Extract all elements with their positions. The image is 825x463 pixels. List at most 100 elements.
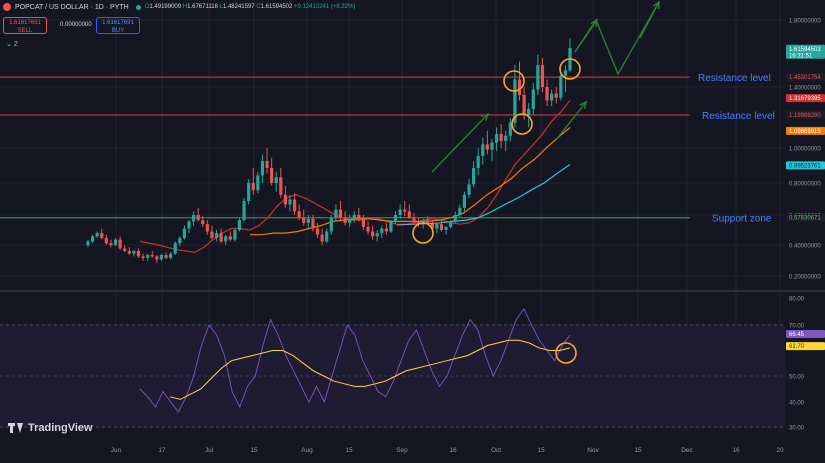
candle (100, 228, 104, 240)
sell-button[interactable]: 1.61617691 SELL (3, 17, 47, 34)
rsi-tag-label: 66.45 (789, 332, 805, 338)
price-tag-label: 0.89523761 (789, 163, 821, 169)
candle-body (504, 135, 508, 141)
candle (196, 207, 200, 222)
candle-body (283, 194, 287, 205)
tradingview-logo[interactable]: TradingView (8, 422, 93, 434)
candle (536, 54, 540, 95)
candle-body (219, 233, 223, 242)
price-tag-label: 1.31679395 (789, 96, 821, 102)
candle-body (214, 233, 219, 238)
resistance-1-label: Resistance level (698, 73, 771, 84)
candle-body (559, 75, 563, 98)
price-tag (786, 44, 825, 59)
candle (559, 72, 563, 101)
candle-body (494, 134, 499, 143)
candle-body (247, 183, 251, 202)
candle (136, 248, 141, 258)
price-tag (786, 126, 825, 135)
candle (187, 220, 191, 234)
ohlc-open: 1.49199009 (149, 4, 182, 10)
candle-body (270, 168, 274, 183)
candle (338, 201, 343, 221)
buy-label: BUY (111, 28, 125, 34)
candle (389, 220, 393, 234)
candle (251, 168, 255, 195)
candle-body (205, 224, 209, 232)
candle (127, 247, 131, 255)
time-tick-label: Nov (587, 447, 599, 454)
candle-body (348, 218, 352, 223)
candle-body (302, 217, 306, 223)
symbol-title[interactable]: POPCAT / US DOLLAR · 1D · PYTH (15, 3, 129, 11)
candle (527, 103, 531, 128)
candle-body (371, 231, 375, 237)
candle (274, 171, 278, 192)
candle-body (550, 93, 554, 101)
candle (494, 127, 499, 152)
candle-body (439, 224, 444, 230)
candle (210, 225, 214, 240)
time-tick-label: Sep (396, 447, 408, 454)
candle-body (352, 215, 356, 219)
time-tick-label: 16 (732, 447, 740, 454)
candle-body (150, 254, 154, 257)
candle (228, 231, 232, 242)
candle (306, 215, 310, 229)
candle-body (274, 177, 278, 183)
candle-body (100, 233, 104, 238)
candle (550, 89, 554, 107)
time-tick-label: Oct (491, 447, 501, 454)
candle (375, 229, 379, 242)
indicators-toggle[interactable]: ⌄ 2 (6, 40, 18, 48)
candle-body (306, 218, 310, 223)
resistance-2-label: Resistance level (702, 111, 775, 122)
rsi-tag-label: 61.70 (789, 344, 805, 350)
candle (499, 124, 503, 148)
candle-body (476, 156, 480, 169)
candle (141, 253, 145, 261)
candle-body (444, 227, 448, 230)
candle (517, 61, 522, 101)
candle-body (132, 250, 136, 254)
candle-body (467, 184, 471, 195)
candle (398, 204, 402, 219)
price-tag-label: 1.61594503 (789, 47, 821, 53)
candle-body (343, 217, 347, 223)
candle (334, 204, 338, 222)
candle-body (127, 250, 131, 254)
time-tick-label: 17 (158, 447, 166, 454)
candle-body (123, 248, 127, 251)
candle-body (256, 175, 260, 191)
candle-body (191, 215, 196, 222)
candle (237, 217, 242, 232)
candle (343, 211, 347, 226)
candle (169, 252, 173, 260)
candle-body (228, 236, 232, 240)
candle-body (279, 177, 283, 195)
candle (205, 220, 209, 235)
ohlc-close-key: C (256, 4, 261, 10)
time-tick-label: 15 (250, 447, 258, 454)
highlight-circle (503, 70, 525, 92)
rsi-tick-label: 80.00 (789, 297, 805, 303)
candle (302, 209, 306, 226)
price-tick-label: 0.40000000 (789, 244, 821, 250)
candle-body (178, 237, 182, 244)
candle (554, 87, 558, 104)
chevron-down-icon: ⌄ (6, 41, 12, 48)
candle (288, 194, 292, 212)
candle (504, 130, 508, 152)
candle (191, 211, 196, 226)
candle (247, 179, 251, 205)
candle-body (311, 218, 315, 229)
time-tick-label: Jun (111, 447, 122, 454)
candle-body (237, 220, 242, 230)
buy-button[interactable]: 1.61617691 BUY (96, 17, 140, 34)
candle (201, 216, 205, 228)
moving-average-line (139, 100, 571, 253)
candle (265, 148, 269, 174)
market-status-icon (135, 4, 141, 10)
price-tick-label: 0.20000000 (789, 275, 821, 281)
